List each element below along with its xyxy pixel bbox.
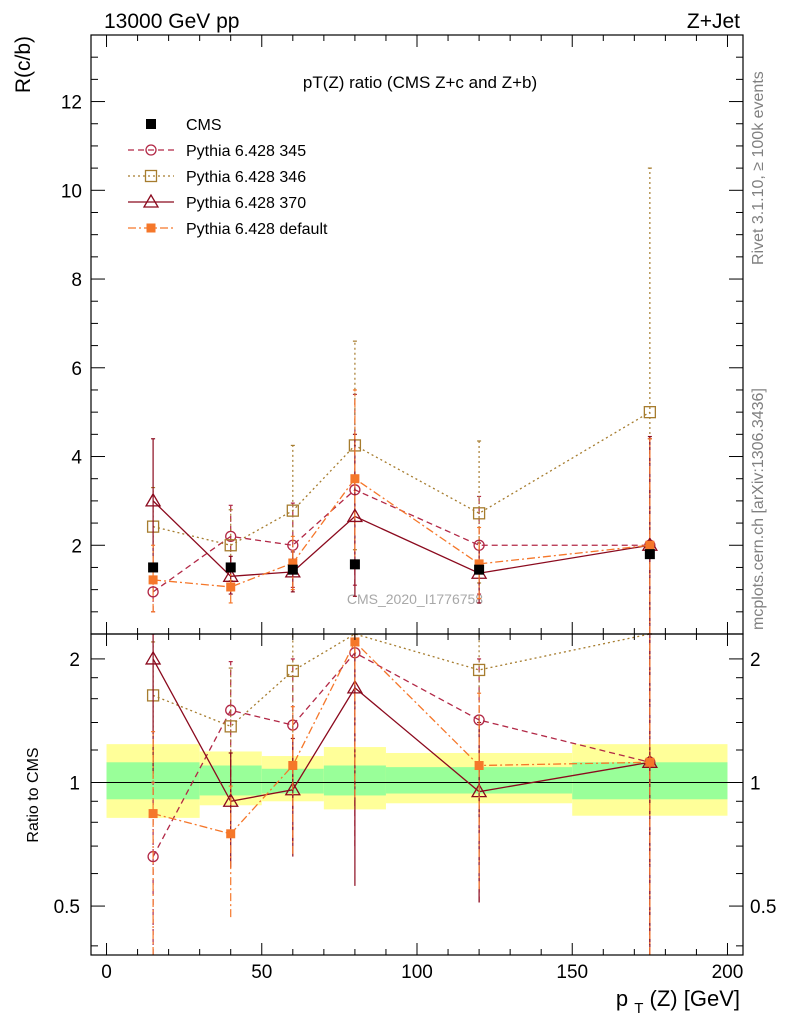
main-marker-s2-p3: [346, 508, 364, 523]
y-tick-label-4: 10: [61, 181, 82, 202]
main-marker-s1-p5: [643, 405, 657, 419]
ratio-tick-label-right-2: 2: [750, 650, 761, 671]
ratio-marker-s3-p5: [645, 757, 655, 767]
main-series-line-3: [153, 477, 650, 588]
ratio-marker-s2-p3: [346, 679, 364, 694]
main-marker-s3-p5: [645, 540, 655, 550]
y-axis-label: R(c/b): [12, 36, 35, 93]
y-tick-label-1: 4: [71, 448, 82, 469]
legend-marker-2: [144, 169, 158, 183]
chart-title: pT(Z) ratio (CMS Z+c and Z+b): [303, 73, 537, 92]
legend-marker-0: [146, 119, 156, 129]
legend-label-1: Pythia 6.428 345: [186, 143, 306, 160]
legend: CMS Pythia 6.428 345 Pythia 6.428 346 Pythi…: [128, 117, 328, 238]
ratio-marker-s3-p4: [474, 761, 484, 771]
legend-marker-3: [142, 193, 160, 208]
ratio-marker-s3-p3: [350, 637, 360, 647]
main-series-line-0: [152, 489, 650, 593]
ratio-marker-s0-p1: [225, 704, 237, 716]
ratio-tick-label-left-2: 2: [69, 650, 80, 671]
data-point-2: [287, 564, 298, 575]
main-marker-s1-p2: [286, 504, 299, 517]
ratio-series-line-1: [152, 634, 650, 728]
y-tick-label-5: 12: [61, 93, 82, 114]
ratio-marker-s2-p1: [222, 792, 239, 807]
legend-label-0: CMS: [186, 117, 222, 134]
legend-marker-4: [146, 223, 156, 233]
ratio-panel-content: [91, 634, 743, 955]
side-rivet: Rivet 3.1.10, ≥ 100k events: [750, 71, 767, 265]
legend-label-4: Pythia 6.428 default: [186, 221, 328, 238]
x-axis-label-main: p: [616, 986, 628, 1011]
y-tick-label-3: 8: [71, 270, 82, 291]
x-tick-label-2: 100: [401, 962, 433, 983]
data-point-0: [148, 562, 159, 573]
watermark: CMS_2020_I1776758: [347, 591, 483, 607]
main-marker-s2-p0: [144, 492, 162, 507]
header-left: 13000 GeV pp: [104, 10, 239, 33]
ratio-series-line-3: [152, 640, 650, 835]
main-marker-s3-p4: [474, 559, 484, 569]
ratio-marker-s1-p1: [224, 720, 237, 733]
ratio-marker-s3-p1: [226, 829, 236, 839]
main-marker-s3-p2: [288, 558, 298, 568]
main-marker-s3-p0: [148, 575, 158, 585]
x-axis-label-sub: T: [634, 1000, 643, 1017]
data-point-5: [644, 549, 655, 560]
main-marker-s1-p1: [224, 539, 237, 552]
main-panel-content: [144, 167, 658, 634]
legend-marker-1: [145, 144, 157, 156]
legend-label-2: Pythia 6.428 346: [186, 169, 306, 186]
x-axis-label: p T (Z) [GeV]: [616, 986, 740, 1018]
main-marker-s3-p3: [350, 474, 360, 484]
x-tick-label-1: 50: [251, 962, 272, 983]
main-series-line-1: [152, 411, 651, 546]
ratio-marker-s3-p0: [148, 809, 158, 819]
main-marker-s0-p0: [147, 586, 159, 598]
ratio-tick-label-right-0: 0.5: [750, 897, 776, 918]
x-tick-label-0: 0: [101, 962, 112, 983]
main-marker-s3-p1: [226, 582, 236, 592]
ratio-marker-s1-p2: [286, 664, 299, 678]
data-point-3: [349, 559, 360, 570]
y-tick-label-2: 6: [71, 359, 82, 380]
main-marker-s0-p1: [225, 530, 237, 543]
header-right: Z+Jet: [687, 10, 740, 33]
ratio-series-line-2: [152, 658, 650, 803]
x-tick-label-3: 150: [556, 962, 588, 983]
y-tick-label-0: 2: [71, 536, 82, 557]
ratio-series-line-0: [152, 651, 651, 857]
data-point-1: [225, 562, 236, 573]
ratio-marker-s3-p2: [288, 761, 298, 771]
ratio-tick-label-left-1: 1: [69, 773, 80, 794]
ratio-tick-label-right-1: 1: [750, 773, 761, 794]
side-mcplots: mcplots.cern.ch [arXiv:1306.3436]: [750, 388, 767, 630]
ratio-marker-s1-p4: [472, 663, 486, 677]
ratio-y-axis-label: Ratio to CMS: [25, 747, 42, 842]
ratio-marker-s2-p0: [144, 650, 162, 665]
x-axis-label-rest: (Z) [GeV]: [650, 986, 740, 1011]
ratio-tick-label-left-0: 0.5: [54, 897, 80, 918]
data-point-4: [474, 564, 485, 575]
main-marker-s1-p4: [472, 507, 486, 520]
x-tick-label-4: 200: [712, 962, 744, 983]
main-series-line-2: [152, 500, 650, 577]
legend-label-3: Pythia 6.428 370: [186, 195, 306, 212]
